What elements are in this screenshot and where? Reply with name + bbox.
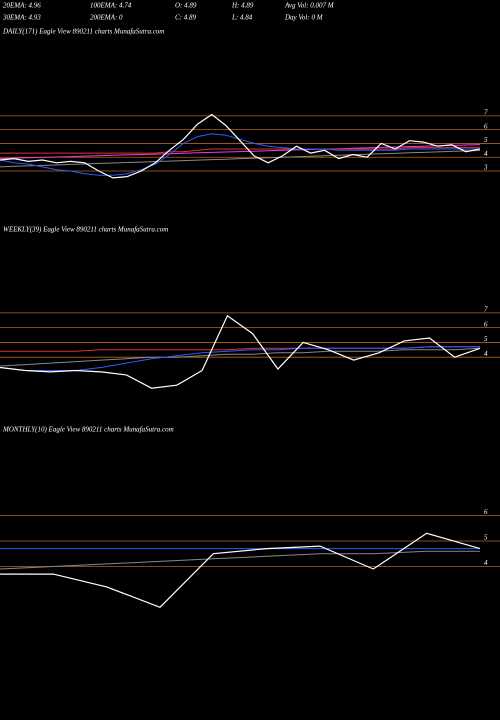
header-stat: Avg Vol: 0.007 M <box>284 2 335 10</box>
y-tick-label: 7 <box>484 108 488 116</box>
price-line <box>0 133 480 176</box>
header-stat: 30EMA: 4.93 <box>2 14 41 22</box>
y-tick-label: 3 <box>483 164 488 172</box>
header-stat: O: 4.89 <box>175 2 197 10</box>
y-tick-label: 4 <box>484 559 488 567</box>
header-stat: C: 4.89 <box>175 14 197 22</box>
price-line <box>0 532 481 608</box>
y-tick-label: 5 <box>484 335 488 343</box>
price-line <box>0 346 480 371</box>
panel-title: DAILY(171) Eagle View 890211 charts Muna… <box>2 28 164 36</box>
y-tick-label: 7 <box>484 305 488 313</box>
y-tick-label: 4 <box>484 350 488 358</box>
y-tick-label: 6 <box>484 320 488 328</box>
price-line <box>0 147 480 154</box>
y-tick-label: 5 <box>484 136 488 144</box>
header-stat: 20EMA: 4.96 <box>3 2 41 10</box>
panel-title: WEEKLY(39) Eagle View 890211 charts Muna… <box>3 226 168 234</box>
price-line <box>0 347 481 367</box>
panel-title: MONTHLY(10) Eagle View 890211 charts Mun… <box>2 426 174 434</box>
y-tick-label: 6 <box>484 122 488 130</box>
y-tick-label: 6 <box>484 508 488 516</box>
price-line <box>0 150 481 168</box>
header-stat: H: 4.89 <box>231 2 254 10</box>
price-line <box>0 113 481 179</box>
price-line <box>0 314 481 389</box>
price-line <box>0 550 480 570</box>
header-stat: Day Vol: 0 M <box>284 14 324 22</box>
header-stat: L: 4.84 <box>231 14 253 22</box>
header-stat: 100EMA: 4.74 <box>90 2 132 10</box>
y-tick-label: 5 <box>484 534 488 542</box>
header-stat: 200EMA: 0 <box>90 14 123 22</box>
y-tick-label: 4 <box>484 150 488 158</box>
